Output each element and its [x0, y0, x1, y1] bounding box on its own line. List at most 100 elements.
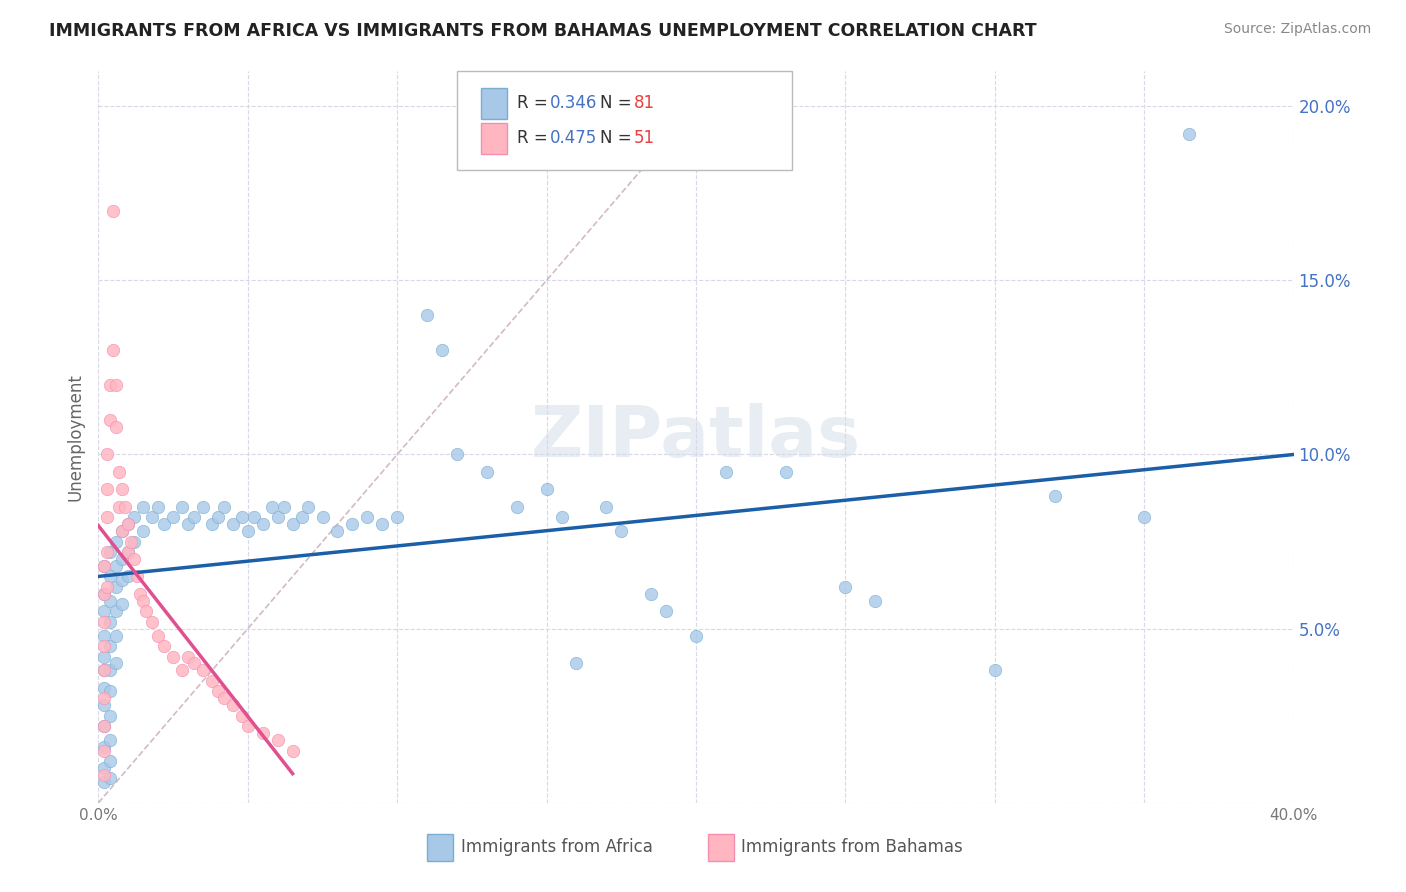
Point: [222, 517, 245, 532]
Point: [120, 534, 142, 549]
Point: [236, 524, 259, 538]
Point: [93, 604, 115, 618]
Point: [281, 517, 304, 532]
Point: [1043, 489, 1066, 503]
Point: [177, 649, 200, 664]
Point: [714, 465, 737, 479]
Point: [98, 639, 122, 653]
Point: [93, 768, 115, 782]
Point: [260, 500, 283, 514]
Point: [291, 510, 314, 524]
Point: [243, 510, 266, 524]
Point: [93, 649, 115, 664]
Text: N =: N =: [600, 129, 637, 147]
Point: [105, 580, 128, 594]
Point: [177, 517, 200, 532]
Point: [93, 664, 115, 678]
Point: [96, 580, 118, 594]
Point: [93, 615, 115, 629]
Point: [93, 761, 115, 775]
Text: 0.346: 0.346: [550, 94, 598, 112]
Point: [124, 534, 146, 549]
Point: [252, 517, 274, 532]
Point: [93, 629, 115, 643]
Point: [98, 754, 122, 768]
Point: [201, 673, 224, 688]
Point: [342, 517, 364, 532]
Point: [111, 573, 134, 587]
Point: [506, 500, 529, 514]
Point: [685, 629, 707, 643]
Point: [207, 684, 229, 698]
Point: [98, 569, 122, 583]
Point: [105, 657, 128, 671]
Point: [111, 552, 134, 566]
Point: [640, 587, 662, 601]
Point: [124, 510, 146, 524]
FancyBboxPatch shape: [709, 833, 734, 862]
Text: Immigrants from Africa: Immigrants from Africa: [461, 838, 652, 856]
Point: [172, 664, 194, 678]
Point: [111, 597, 134, 611]
Point: [98, 733, 122, 747]
Point: [117, 517, 139, 532]
Point: [124, 552, 146, 566]
Point: [117, 545, 139, 559]
Point: [93, 681, 115, 695]
FancyBboxPatch shape: [427, 833, 453, 862]
Point: [252, 726, 274, 740]
Point: [416, 308, 439, 322]
FancyBboxPatch shape: [457, 71, 792, 170]
Point: [162, 649, 184, 664]
Point: [117, 517, 139, 532]
Point: [96, 510, 118, 524]
Point: [191, 500, 214, 514]
Point: [183, 657, 205, 671]
Point: [231, 708, 253, 723]
Point: [231, 510, 253, 524]
Text: N =: N =: [600, 94, 637, 112]
Point: [385, 510, 409, 524]
Point: [117, 569, 139, 583]
Point: [162, 510, 184, 524]
Point: [148, 500, 170, 514]
Point: [98, 708, 122, 723]
Point: [281, 743, 304, 757]
Point: [446, 448, 468, 462]
Point: [775, 465, 797, 479]
Text: 81: 81: [634, 94, 655, 112]
Point: [98, 594, 122, 608]
Text: ZIPatlas: ZIPatlas: [531, 402, 860, 472]
Point: [98, 377, 122, 392]
Point: [132, 524, 155, 538]
Point: [595, 500, 617, 514]
Point: [105, 377, 128, 392]
Point: [93, 691, 115, 706]
Point: [96, 448, 118, 462]
Point: [98, 545, 122, 559]
Point: [430, 343, 453, 357]
Point: [311, 510, 333, 524]
Point: [172, 500, 194, 514]
Point: [98, 615, 122, 629]
Point: [96, 545, 118, 559]
Point: [1133, 510, 1156, 524]
Point: [105, 629, 128, 643]
Point: [132, 594, 155, 608]
Point: [93, 558, 115, 573]
Point: [1178, 127, 1201, 141]
Point: [212, 691, 235, 706]
Point: [96, 483, 118, 497]
Text: 51: 51: [634, 129, 655, 147]
Point: [236, 719, 259, 733]
Point: [267, 510, 290, 524]
Point: [183, 510, 205, 524]
Point: [153, 639, 176, 653]
Point: [93, 719, 115, 733]
Point: [93, 719, 115, 733]
Point: [114, 500, 136, 514]
Point: [141, 615, 163, 629]
Point: [834, 580, 856, 594]
Point: [222, 698, 245, 713]
Point: [148, 629, 170, 643]
